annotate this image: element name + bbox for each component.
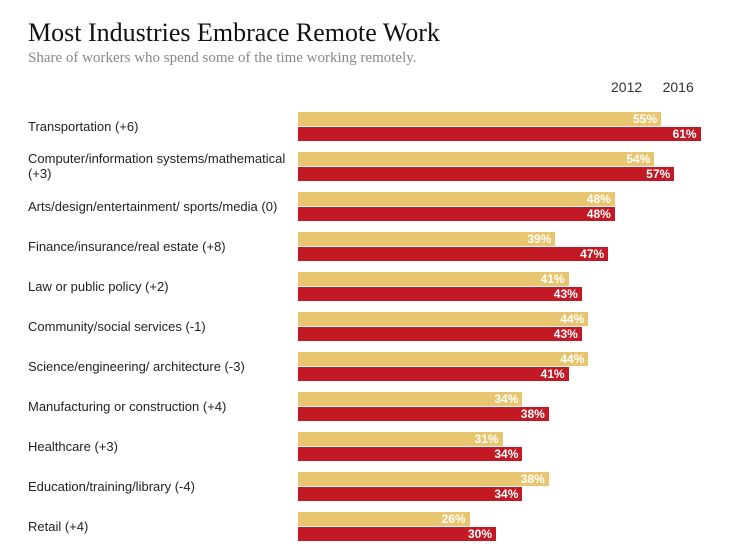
- chart-row: Science/engineering/ architecture (-3)44…: [28, 347, 708, 387]
- bar-2016: 34%: [298, 487, 522, 501]
- row-label: Law or public policy (+2): [28, 280, 298, 295]
- bar-value-2016: 30%: [468, 527, 492, 541]
- year-header-row: 2012 2016: [28, 79, 708, 101]
- bar-value-2012: 44%: [560, 352, 584, 366]
- bar-2012: 54%: [298, 152, 654, 166]
- chart-row: Retail (+4)26%30%: [28, 507, 708, 547]
- bar-2012: 41%: [298, 272, 569, 286]
- header-years: 2012 2016: [298, 79, 708, 101]
- row-bars: 48%48%: [298, 192, 708, 222]
- row-label: Education/training/library (-4): [28, 480, 298, 495]
- row-label: Manufacturing or construction (+4): [28, 400, 298, 415]
- bar-2012: 55%: [298, 112, 661, 126]
- chart-row: Manufacturing or construction (+4)34%38%: [28, 387, 708, 427]
- bar-2016: 47%: [298, 247, 608, 261]
- year-label-2012: 2012: [611, 79, 642, 95]
- chart-row: Healthcare (+3)31%34%: [28, 427, 708, 467]
- bar-2016: 61%: [298, 127, 701, 141]
- chart-container: Most Industries Embrace Remote Work Shar…: [0, 0, 736, 541]
- bar-2016: 43%: [298, 287, 582, 301]
- row-bars: 55% 61%: [298, 112, 708, 142]
- bar-value-2012: 55%: [633, 112, 657, 126]
- bar-2012: 38%: [298, 472, 549, 486]
- bar-2016: 30%: [298, 527, 496, 541]
- bar-2012: 34%: [298, 392, 522, 406]
- row-bars: 54%57%: [298, 152, 708, 182]
- chart-title: Most Industries Embrace Remote Work: [28, 18, 708, 48]
- chart-subtitle: Share of workers who spend some of the t…: [28, 50, 708, 67]
- row-label: Retail (+4): [28, 520, 298, 535]
- chart-rows: Transportation (+6) 55% 61% Computer/inform…: [28, 107, 708, 547]
- chart-row: Computer/information systems/mathematica…: [28, 147, 708, 187]
- chart-row: Law or public policy (+2)41%43%: [28, 267, 708, 307]
- row-label: Science/engineering/ architecture (-3): [28, 360, 298, 375]
- bar-value-2016: 61%: [673, 127, 697, 141]
- row-label: Arts/design/entertainment/ sports/media …: [28, 200, 298, 215]
- bar-value-2016: 47%: [580, 247, 604, 261]
- row-bars: 44%43%: [298, 312, 708, 342]
- bar-value-2016: 43%: [554, 287, 578, 301]
- bar-2016: 43%: [298, 327, 582, 341]
- chart-row: Finance/insurance/real estate (+8) 39% 47%: [28, 227, 708, 267]
- row-label: Healthcare (+3): [28, 440, 298, 455]
- row-bars: 38%34%: [298, 472, 708, 502]
- bar-value-2012: 34%: [494, 392, 518, 406]
- chart-row: Education/training/library (-4)38%34%: [28, 467, 708, 507]
- row-bars: 44%41%: [298, 352, 708, 382]
- bar-2016: 34%: [298, 447, 522, 461]
- bar-value-2016: 57%: [646, 167, 670, 181]
- bar-2016: 38%: [298, 407, 549, 421]
- row-bars: 41%43%: [298, 272, 708, 302]
- row-bars: 31%34%: [298, 432, 708, 462]
- bar-value-2012: 48%: [587, 192, 611, 206]
- row-bars: 39% 47%: [298, 232, 708, 262]
- bar-value-2016: 38%: [521, 407, 545, 421]
- bar-2012: 48%: [298, 192, 615, 206]
- bar-2012: 44%: [298, 352, 588, 366]
- bar-2016: 57%: [298, 167, 674, 181]
- bar-value-2012: 44%: [560, 312, 584, 326]
- bar-value-2012: 38%: [521, 472, 545, 486]
- bar-2016: 41%: [298, 367, 569, 381]
- bar-2012: 31%: [298, 432, 503, 446]
- chart-row: Community/social services (-1)44%43%: [28, 307, 708, 347]
- chart-row: Arts/design/entertainment/ sports/media …: [28, 187, 708, 227]
- bar-value-2012: 39%: [527, 232, 551, 246]
- chart-row: Transportation (+6) 55% 61%: [28, 107, 708, 147]
- row-label: Computer/information systems/mathematica…: [28, 152, 298, 182]
- bar-value-2012: 54%: [626, 152, 650, 166]
- bar-value-2016: 41%: [541, 367, 565, 381]
- bar-value-2016: 48%: [587, 207, 611, 221]
- row-label: Transportation (+6): [28, 120, 298, 135]
- row-label: Finance/insurance/real estate (+8): [28, 240, 298, 255]
- bar-value-2012: 31%: [475, 432, 499, 446]
- row-label: Community/social services (-1): [28, 320, 298, 335]
- row-bars: 26%30%: [298, 512, 708, 542]
- bar-value-2012: 26%: [442, 512, 466, 526]
- year-label-2016: 2016: [663, 79, 694, 95]
- bar-value-2012: 41%: [541, 272, 565, 286]
- bar-2012: 44%: [298, 312, 588, 326]
- bar-2012: 39%: [298, 232, 555, 246]
- bar-value-2016: 34%: [494, 487, 518, 501]
- row-bars: 34%38%: [298, 392, 708, 422]
- bar-2016: 48%: [298, 207, 615, 221]
- bar-value-2016: 43%: [554, 327, 578, 341]
- bar-2012: 26%: [298, 512, 470, 526]
- bar-value-2016: 34%: [494, 447, 518, 461]
